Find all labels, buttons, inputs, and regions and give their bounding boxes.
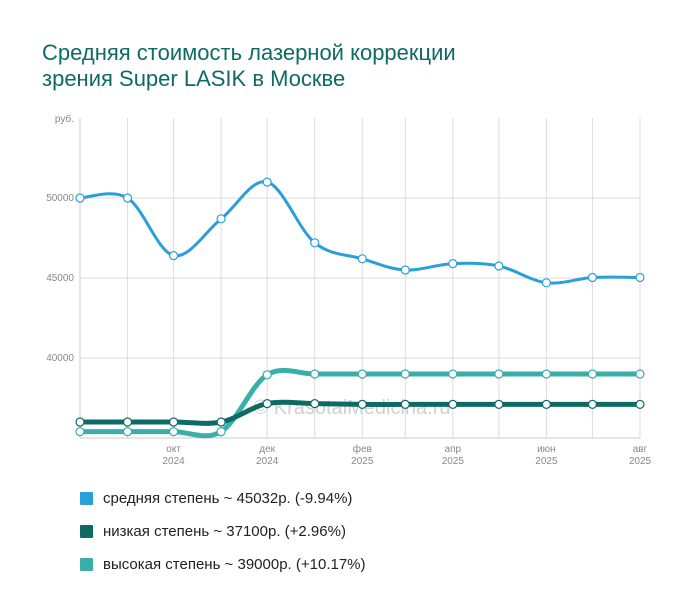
- x-tick-label-month: апр: [445, 444, 462, 455]
- x-tick-label-month: окт: [166, 444, 181, 455]
- y-tick-label: 50000: [46, 193, 74, 204]
- x-tick-label-year: 2024: [162, 456, 185, 467]
- data-point: [494, 369, 504, 379]
- data-point: [75, 193, 85, 203]
- chart-title-line-1: Средняя стоимость лазерной коррекции: [42, 40, 456, 65]
- data-point: [541, 399, 552, 409]
- line-chart: 400004500050000руб.окт2024дек2024фев2025…: [46, 113, 652, 467]
- data-point: [400, 369, 410, 379]
- data-point: [448, 369, 458, 379]
- data-point: [357, 254, 367, 264]
- legend-item-low[interactable]: низкая степень ~ 37100р. (+2.96%): [80, 520, 366, 542]
- data-point: [122, 193, 133, 203]
- data-point: [75, 417, 85, 427]
- data-point: [310, 238, 320, 248]
- y-unit-label: руб.: [55, 113, 74, 125]
- data-point: [357, 399, 367, 409]
- data-point: [122, 417, 133, 427]
- x-tick-label-month: июн: [537, 444, 556, 455]
- chart-title: Средняя стоимость лазерной коррекции зре…: [42, 40, 642, 92]
- legend-swatch-high: [80, 557, 93, 571]
- data-point: [262, 177, 272, 187]
- legend-swatch-low: [80, 524, 93, 538]
- legend-swatch-medium: [80, 491, 93, 505]
- legend-label-medium: средняя степень ~ 45032р. (-9.94%): [103, 489, 353, 507]
- x-tick-label-year: 2025: [351, 456, 374, 467]
- legend-item-medium[interactable]: средняя степень ~ 45032р. (-9.94%): [80, 487, 366, 509]
- legend-item-high[interactable]: высокая степень ~ 39000р. (+10.17%): [80, 553, 366, 575]
- data-point: [262, 399, 272, 409]
- data-point: [587, 369, 598, 379]
- x-tick-label-year: 2024: [256, 456, 279, 467]
- x-tick-label-year: 2025: [535, 456, 558, 467]
- x-tick-label-month: фев: [353, 443, 372, 455]
- data-point: [635, 272, 645, 283]
- data-point: [262, 370, 272, 380]
- chart-title-line-2: зрения Super LASIK в Москве: [42, 66, 346, 91]
- data-point: [310, 399, 320, 409]
- data-point: [75, 427, 85, 437]
- data-point: [400, 265, 410, 275]
- data-point: [448, 259, 458, 269]
- data-point: [400, 399, 410, 409]
- data-point: [541, 369, 552, 379]
- data-point: [494, 261, 504, 271]
- x-tick-label-month: авг: [633, 444, 648, 455]
- data-point: [587, 399, 598, 409]
- data-point: [587, 272, 598, 283]
- series-line: [78, 180, 642, 285]
- legend: средняя степень ~ 45032р. (-9.94%) низка…: [80, 487, 366, 586]
- data-point: [310, 369, 320, 379]
- data-point: [635, 369, 645, 379]
- data-point: [494, 399, 504, 409]
- data-point: [168, 251, 179, 261]
- data-point: [122, 427, 133, 437]
- data-point: [216, 214, 226, 224]
- legend-label-high: высокая степень ~ 39000р. (+10.17%): [103, 555, 366, 573]
- x-tick-label-month: дек: [259, 444, 275, 455]
- x-tick-label-year: 2025: [629, 456, 652, 467]
- data-point: [216, 427, 226, 437]
- data-point: [448, 399, 458, 409]
- data-point: [357, 369, 367, 379]
- data-point: [216, 417, 226, 427]
- data-point: [168, 417, 179, 427]
- y-tick-label: 45000: [46, 273, 74, 284]
- y-tick-label: 40000: [46, 353, 74, 364]
- data-point: [168, 427, 179, 437]
- legend-label-low: низкая степень ~ 37100р. (+2.96%): [103, 522, 346, 540]
- data-point: [635, 399, 645, 409]
- data-point: [541, 278, 552, 288]
- x-tick-label-year: 2025: [442, 456, 465, 467]
